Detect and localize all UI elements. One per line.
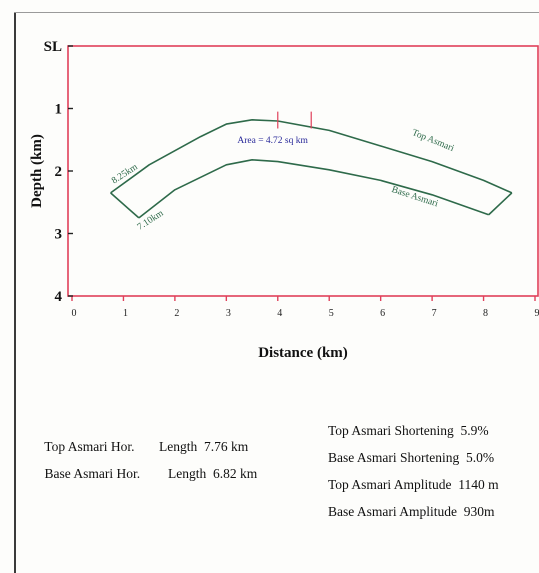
x-tick-label: 5 [329, 308, 334, 319]
x-tick-label: 9 [535, 308, 539, 319]
stats-left-label: Base Asmari Hor. [44, 466, 141, 481]
stats-left-value: Length 6.82 km [168, 466, 258, 481]
stats-right-row-3: Top Asmari Amplitude 1140 m [328, 477, 499, 492]
x-tick-label: 1 [123, 308, 128, 319]
top-asmari-line [110, 119, 513, 194]
base-asmari-line [138, 159, 489, 219]
x-tick-label: 0 [72, 308, 77, 319]
y-tick-label: 3 [55, 227, 63, 243]
y-axis-label: Depth (km) [29, 134, 45, 208]
x-tick-label: 7 [432, 308, 437, 319]
chart-annotation: Top Asmari [410, 128, 455, 154]
y-tick-label: SL [44, 39, 62, 55]
stats-left-value: Length 7.76 km [159, 439, 249, 454]
stats-left-label: Top Asmari Hor. [44, 439, 135, 454]
stats-right-row-2: Base Asmari Shortening 5.0% [328, 450, 495, 465]
y-tick-label: 2 [55, 164, 63, 180]
series-layer [110, 119, 513, 219]
x-axis-ticks: 0 1 2 3 4 5 6 7 8 9 [71, 296, 539, 319]
stats-left-row-1: Top Asmari Hor. Length 7.76 km [31, 423, 248, 471]
chart-annotation: 7.10km [136, 208, 166, 232]
x-tick-label: 3 [226, 308, 231, 319]
y-tick-label: 1 [55, 102, 63, 118]
y-axis-ticks: SL 1 2 3 4 [44, 39, 73, 305]
x-tick-label: 4 [277, 308, 282, 319]
marker-layer [277, 111, 312, 129]
stats-right-row-4: Base Asmari Amplitude 930m [328, 504, 495, 519]
x-tick-label: 2 [174, 308, 179, 319]
figure-frame-left [14, 12, 16, 573]
left-closure-line [110, 192, 140, 219]
x-axis-label: Distance (km) [258, 345, 348, 361]
right-closure-line [488, 192, 513, 216]
chart-annotation: Area = 4.72 sq km [237, 136, 308, 146]
x-tick-label: 8 [483, 308, 488, 319]
y-tick-label: 4 [55, 289, 63, 305]
chart-annotation: Base Asmari [390, 185, 439, 210]
figure-frame-top [14, 12, 539, 13]
x-tick-label: 6 [380, 308, 385, 319]
stats-right-row-1: Top Asmari Shortening 5.9% [328, 423, 489, 438]
stats-left-row-2: Base Asmari Hor. Length 6.82 km [31, 450, 258, 498]
